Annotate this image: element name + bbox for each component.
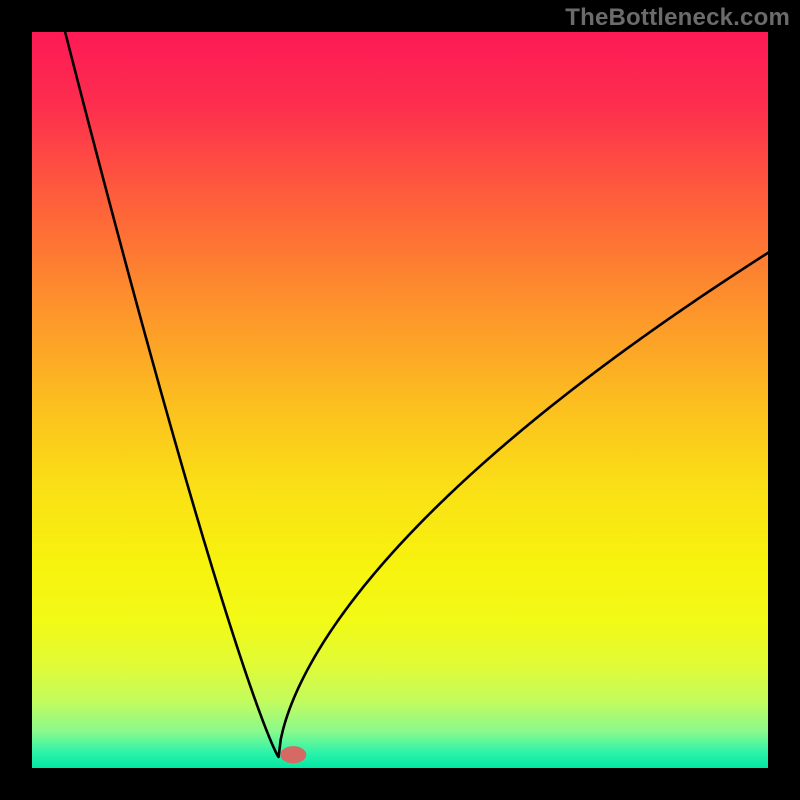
chart-plot-area <box>32 32 768 768</box>
chart-svg <box>0 0 800 800</box>
optimal-point-marker <box>281 747 306 763</box>
watermark-label: TheBottleneck.com <box>565 4 790 32</box>
bottleneck-chart: TheBottleneck.com <box>0 0 800 800</box>
